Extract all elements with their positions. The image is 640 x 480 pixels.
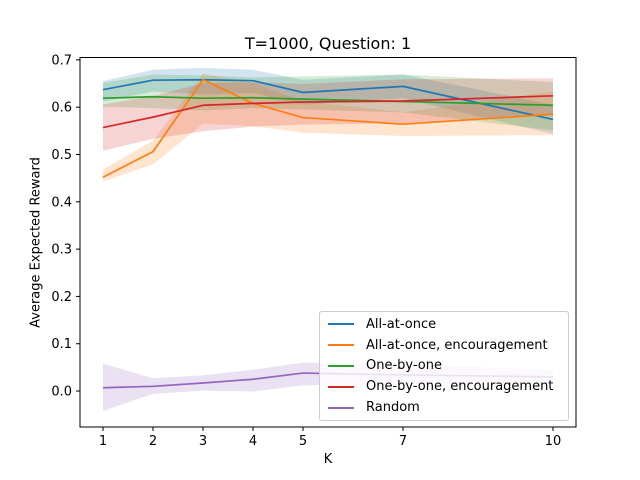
svg-text:3: 3 [199,434,207,449]
svg-text:0.3: 0.3 [51,243,72,258]
legend-label: One-by-one, encouragement [366,379,554,395]
legend-line-swatch [328,323,354,326]
legend-label: All-at-once, encouragement [366,337,548,353]
legend-line-swatch [328,344,354,347]
svg-text:1: 1 [99,434,107,449]
svg-text:0.0: 0.0 [51,385,72,400]
svg-text:2: 2 [149,434,157,449]
svg-text:0.7: 0.7 [51,53,72,68]
svg-text:4: 4 [249,434,257,449]
legend-label: One-by-one [366,358,443,374]
svg-text:0.1: 0.1 [51,337,72,352]
svg-text:0.2: 0.2 [51,290,72,305]
legend-item: All-at-once, encouragement [328,335,568,356]
x-axis-label: K [323,452,333,467]
legend-label: All-at-once [366,316,437,332]
svg-text:0.4: 0.4 [51,195,72,210]
svg-text:0.5: 0.5 [51,148,72,163]
svg-text:10: 10 [545,434,562,449]
legend: All-at-once All-at-once, encouragement O… [319,311,569,421]
legend-line-swatch [328,364,354,367]
chart-title: T=1000, Question: 1 [244,34,412,53]
legend-item: One-by-one, encouragement [328,376,568,397]
legend-item: Random [328,397,568,418]
legend-line-swatch [328,406,354,409]
legend-line-swatch [328,385,354,388]
svg-text:0.6: 0.6 [51,101,72,116]
svg-text:5: 5 [299,434,307,449]
legend-item: All-at-once [328,314,568,335]
y-axis-label: Average Expected Reward [28,157,44,328]
legend-item: One-by-one [328,356,568,377]
svg-text:7: 7 [399,434,407,449]
legend-label: Random [366,400,420,416]
